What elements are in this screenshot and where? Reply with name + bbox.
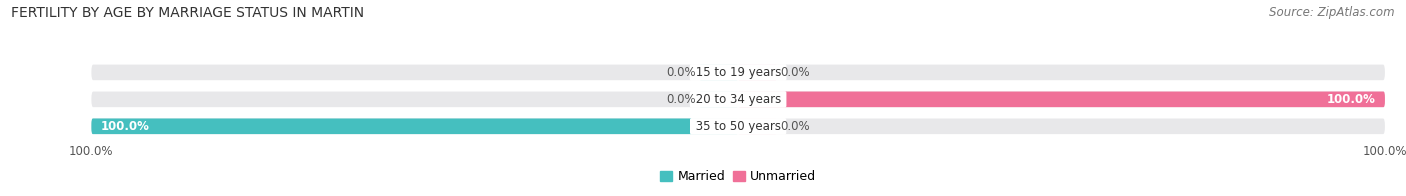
FancyBboxPatch shape [91, 118, 1385, 134]
Text: Source: ZipAtlas.com: Source: ZipAtlas.com [1270, 6, 1395, 19]
FancyBboxPatch shape [699, 65, 738, 80]
FancyBboxPatch shape [738, 118, 778, 134]
Text: 0.0%: 0.0% [780, 120, 810, 133]
Text: 0.0%: 0.0% [780, 66, 810, 79]
FancyBboxPatch shape [738, 65, 778, 80]
FancyBboxPatch shape [91, 118, 738, 134]
Text: 35 to 50 years: 35 to 50 years [692, 120, 785, 133]
Legend: Married, Unmarried: Married, Unmarried [655, 165, 821, 188]
FancyBboxPatch shape [699, 92, 738, 107]
Text: 20 to 34 years: 20 to 34 years [692, 93, 785, 106]
Text: 15 to 19 years: 15 to 19 years [692, 66, 785, 79]
FancyBboxPatch shape [738, 92, 1385, 107]
Text: 0.0%: 0.0% [666, 93, 696, 106]
Text: 0.0%: 0.0% [666, 66, 696, 79]
FancyBboxPatch shape [91, 65, 1385, 80]
Text: 100.0%: 100.0% [101, 120, 150, 133]
FancyBboxPatch shape [91, 92, 1385, 107]
Text: 100.0%: 100.0% [1326, 93, 1375, 106]
Text: FERTILITY BY AGE BY MARRIAGE STATUS IN MARTIN: FERTILITY BY AGE BY MARRIAGE STATUS IN M… [11, 6, 364, 20]
